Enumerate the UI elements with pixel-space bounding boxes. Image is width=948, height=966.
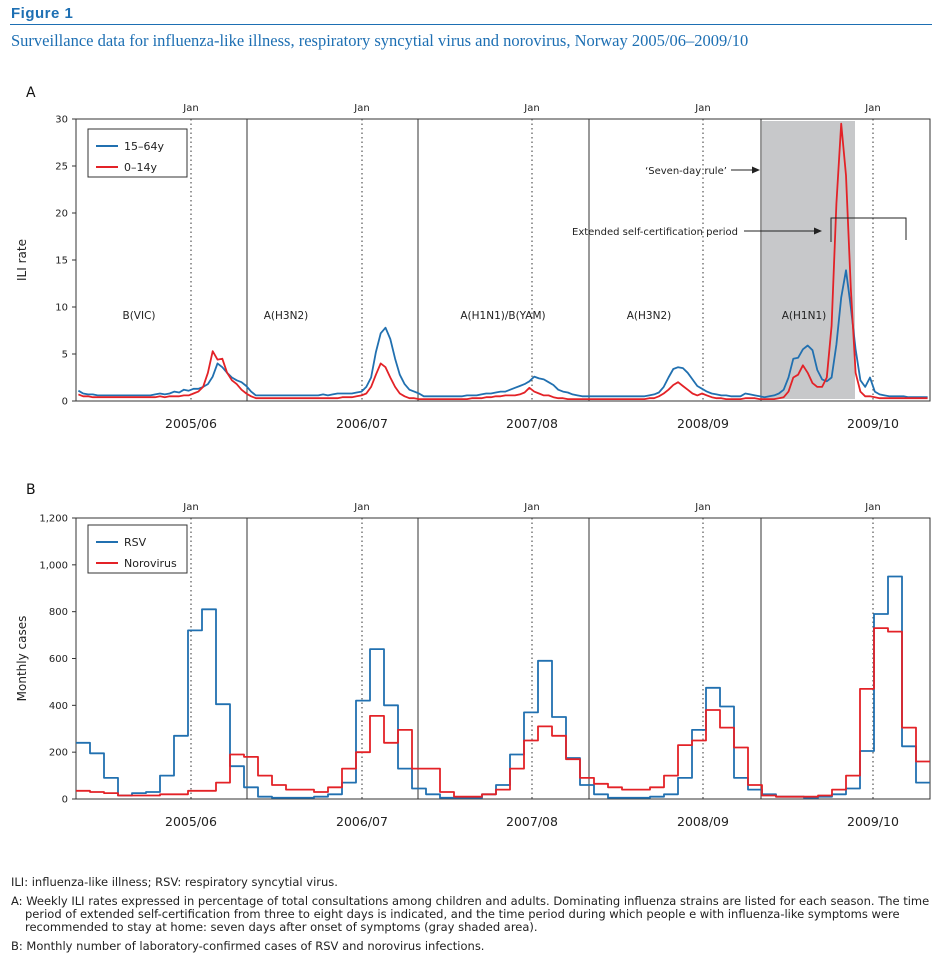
annotation-arrowhead <box>814 227 822 235</box>
season-label: 2008/09 <box>677 416 729 431</box>
figure-notes: ILI: influenza-like illness; RSV: respir… <box>11 876 936 959</box>
figure-title-rule <box>10 24 932 25</box>
legend-label: RSV <box>124 536 147 549</box>
legend-label: Norovirus <box>124 557 177 570</box>
y-tick-label: 20 <box>55 209 68 220</box>
strain-label: B(VIC) <box>122 310 155 322</box>
jan-label: Jan <box>353 502 369 513</box>
y-tick-label: 1,200 <box>39 514 68 525</box>
jan-label: Jan <box>523 103 539 114</box>
season-label: 2006/07 <box>336 814 388 829</box>
y-axis-label: Monthly cases <box>15 616 29 702</box>
seven-day-rule-shade <box>762 121 855 399</box>
season-label: 2009/10 <box>847 416 899 431</box>
jan-label: Jan <box>864 502 880 513</box>
jan-label: Jan <box>182 103 198 114</box>
strain-label: A(H1N1)/B(YAM) <box>460 310 545 322</box>
y-tick-label: 600 <box>49 654 68 665</box>
series-line-first <box>77 269 928 399</box>
season-label: 2005/06 <box>165 416 217 431</box>
strain-label: A(H1N1) <box>782 310 827 322</box>
annotation-extended-period: Extended self-certification period <box>572 227 738 238</box>
season-label: 2005/06 <box>165 814 217 829</box>
figure-title: Surveillance data for influenza-like ill… <box>11 31 749 50</box>
jan-label: Jan <box>182 502 198 513</box>
panel-letter-B: B <box>26 482 36 498</box>
y-tick-label: 30 <box>55 115 68 126</box>
jan-label: Jan <box>523 502 539 513</box>
legend-label: 0–14y <box>124 161 157 174</box>
series-line-second <box>78 122 928 400</box>
y-tick-label: 15 <box>55 256 68 267</box>
legend-box <box>87 128 188 178</box>
legend-box <box>87 524 188 574</box>
y-tick-label: 5 <box>62 350 68 361</box>
season-label: 2006/07 <box>336 416 388 431</box>
season-label: 2009/10 <box>847 814 899 829</box>
y-tick-label: 0 <box>62 397 68 408</box>
y-tick-label: 1,000 <box>39 560 68 571</box>
figure-charts: A Jan Jan Jan Jan Jan 0 5 10 15 20 25 30 ILI rate 2005… <box>15 85 931 829</box>
y-tick-label: 800 <box>49 607 68 618</box>
note-panel-a: A: Weekly ILI rates expressed in percent… <box>11 894 930 934</box>
figure-label: Figure 1 <box>11 5 74 22</box>
panel-letter-A: A <box>26 85 36 101</box>
y-tick-label: 400 <box>49 701 68 712</box>
y-tick-label: 10 <box>55 303 68 314</box>
jan-label: Jan <box>864 103 880 114</box>
series-line-second <box>76 627 930 798</box>
annotation-arrowhead <box>752 166 760 174</box>
y-axis-label: ILI rate <box>15 239 29 281</box>
season-label: 2008/09 <box>677 814 729 829</box>
season-label: 2007/08 <box>506 814 558 829</box>
strain-label: A(H3N2) <box>264 310 309 322</box>
legend-label: 15–64y <box>124 140 164 153</box>
annotation-seven-day-rule: ‘Seven-day rule’ <box>645 166 727 177</box>
jan-label: Jan <box>694 502 710 513</box>
series-line-first <box>76 575 930 799</box>
y-tick-label: 25 <box>55 162 68 173</box>
jan-label: Jan <box>353 103 369 114</box>
plot-frame-B <box>75 517 931 800</box>
y-tick-label: 0 <box>62 795 68 806</box>
strain-label: A(H3N2) <box>627 310 672 322</box>
jan-label: Jan <box>694 103 710 114</box>
note-abbreviations: ILI: influenza-like illness; RSV: respir… <box>11 875 338 889</box>
season-label: 2007/08 <box>506 416 558 431</box>
note-panel-b: B: Monthly number of laboratory-confirme… <box>11 939 485 953</box>
y-tick-label: 200 <box>49 748 68 759</box>
extended-period-bracket <box>830 217 907 242</box>
